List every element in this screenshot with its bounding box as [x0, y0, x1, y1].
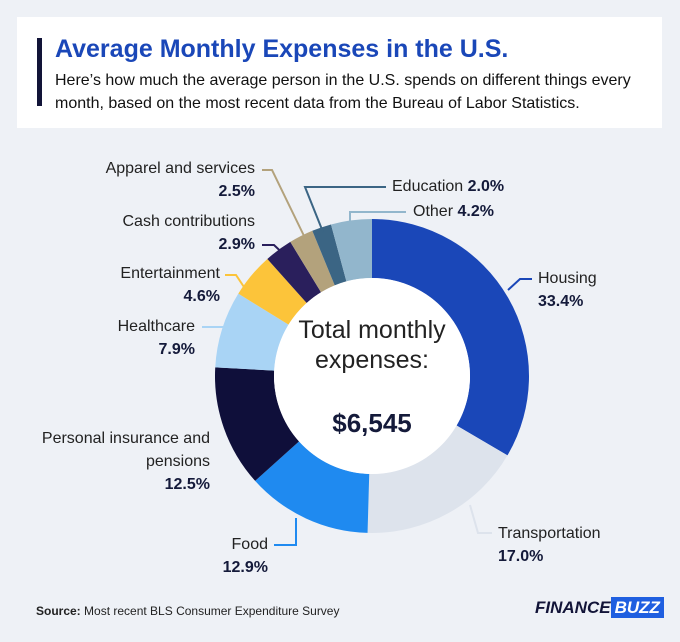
slice-label: Healthcare 7.9%	[60, 315, 195, 361]
category-label: Food	[231, 536, 268, 553]
pie-slice	[238, 258, 307, 325]
header-box: Average Monthly Expenses in the U.S. Her…	[17, 17, 662, 128]
slice-label: Education 2.0%	[392, 175, 592, 198]
slice-label: Housing 33.4%	[538, 267, 658, 313]
category-label: Cash contributions	[122, 213, 255, 230]
value-label: 2.9%	[218, 236, 255, 253]
category-label: Healthcare	[117, 318, 195, 335]
donut-hole	[274, 278, 470, 474]
logo-part: FINANCE	[535, 598, 611, 617]
leader-line	[349, 211, 406, 226]
center-text: Total monthly expenses:	[298, 316, 446, 374]
accent-bar	[37, 38, 42, 106]
chart-title: Average Monthly Expenses in the U.S.	[55, 35, 509, 63]
pie-slice	[255, 441, 370, 533]
category-label: Transportation	[498, 525, 601, 542]
category-label: Housing	[538, 270, 597, 287]
category-label: Other	[413, 203, 454, 220]
slice-label: Entertainment 4.6%	[60, 262, 220, 308]
pie-slice	[312, 224, 347, 286]
pie-slice	[372, 219, 530, 456]
leader-line	[303, 186, 386, 233]
leader-line	[469, 504, 492, 534]
slice-label: Cash contributions 2.9%	[60, 210, 255, 256]
chart-subtitle: Here’s how much the average person in th…	[55, 72, 631, 112]
pie-slice	[267, 241, 322, 303]
leader-line	[507, 278, 532, 291]
pie-slice	[215, 293, 289, 371]
category-label: Entertainment	[120, 265, 220, 282]
value-label: 12.5%	[164, 476, 210, 493]
slice-label: Personal insurance and pensions 12.5%	[20, 427, 210, 496]
slice-label: Transportation 17.0%	[498, 522, 658, 568]
value-label: 4.6%	[183, 288, 220, 305]
logo-part: BUZZ	[610, 597, 664, 618]
value-label: 17.0%	[498, 548, 544, 565]
slice-label: Food 12.9%	[150, 533, 268, 579]
source: Source: Most recent BLS Consumer Expendi…	[36, 604, 339, 618]
category-label: Education	[392, 178, 464, 195]
center-total: $6,545	[332, 408, 412, 438]
leader-line	[262, 244, 293, 263]
leader-line	[262, 169, 307, 241]
category-label: Apparel and services	[105, 160, 255, 177]
pie-slice	[367, 425, 508, 533]
category-label: Personal insurance and pensions	[41, 430, 210, 470]
value-label: 12.9%	[222, 559, 268, 576]
value-label: 2.0%	[467, 178, 505, 195]
pie-slice	[214, 367, 300, 481]
pie-slice	[290, 230, 335, 293]
value-label: 33.4%	[538, 293, 584, 310]
source-text: Most recent BLS Consumer Expenditure Sur…	[84, 604, 340, 618]
source-label: Source:	[36, 604, 81, 618]
value-label: 4.2%	[457, 203, 494, 220]
slice-label: Apparel and services 2.5%	[40, 157, 255, 203]
slice-label: Other 4.2%	[413, 200, 613, 223]
value-label: 7.9%	[158, 341, 195, 358]
value-label: 2.5%	[218, 183, 255, 200]
pie-slice	[331, 219, 372, 282]
logo: FINANCE BUZZ	[535, 597, 664, 618]
leader-line	[225, 274, 247, 291]
leader-line	[274, 518, 297, 546]
